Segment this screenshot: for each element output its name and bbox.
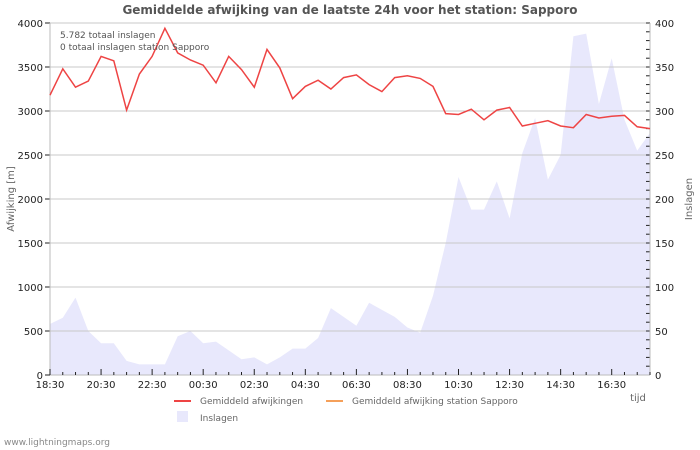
y-tick-label: 2500 — [18, 151, 43, 162]
y-tick-label: 4000 — [18, 19, 43, 30]
x-tick-label: 06:30 — [342, 380, 371, 391]
y2-tick-label: 100 — [655, 283, 674, 294]
y2-tick-label: 400 — [655, 19, 674, 30]
x-tick-label: 02:30 — [240, 380, 269, 391]
y-axis-label: Afwijking [m] — [6, 166, 17, 232]
x-tick-label: 10:30 — [444, 380, 473, 391]
y-tick-label: 3000 — [18, 107, 43, 118]
y2-tick-label: 200 — [655, 195, 674, 206]
x-tick-label: 20:30 — [87, 380, 116, 391]
y2-tick-label: 50 — [655, 327, 668, 338]
inslagen-area — [50, 33, 650, 375]
x-tick-label: 16:30 — [597, 380, 626, 391]
x-tick-label: 22:30 — [138, 380, 167, 391]
footer-link[interactable]: www.lightningmaps.org — [4, 438, 110, 448]
y2-tick-label: 300 — [655, 107, 674, 118]
legend-area-icon — [177, 411, 188, 422]
y-tick-label: 3500 — [18, 63, 43, 74]
y2-tick-label: 150 — [655, 239, 674, 250]
x-tick-label: 12:30 — [495, 380, 524, 391]
legend-label: Gemiddeld afwijkingen — [200, 397, 303, 407]
legend-label: Inslagen — [200, 414, 238, 424]
x-tick-label: 14:30 — [546, 380, 575, 391]
y-tick-label: 1500 — [18, 239, 43, 250]
y-tick-label: 0 — [37, 371, 43, 382]
annotation: 5.782 totaal inslagen — [60, 31, 155, 41]
y2-tick-label: 350 — [655, 63, 674, 74]
y2-tick-label: 250 — [655, 151, 674, 162]
y-tick-label: 2000 — [18, 195, 43, 206]
x-tick-label: 00:30 — [189, 380, 218, 391]
chart-title: Gemiddelde afwijking van de laatste 24h … — [122, 3, 578, 17]
annotation: 0 totaal inslagen station Sapporo — [60, 43, 210, 53]
y-tick-label: 1000 — [18, 283, 43, 294]
y-tick-label: 500 — [24, 327, 43, 338]
legend-label: Gemiddeld afwijking station Sapporo — [352, 397, 518, 407]
x-tick-label: 18:30 — [36, 380, 65, 391]
x-axis-label: tijd — [630, 393, 646, 404]
x-tick-label: 04:30 — [291, 380, 320, 391]
y2-axis-label: Inslagen — [684, 178, 695, 220]
x-tick-label: 08:30 — [393, 380, 422, 391]
y2-tick-label: 0 — [655, 371, 661, 382]
afwijking-line — [49, 26, 651, 130]
